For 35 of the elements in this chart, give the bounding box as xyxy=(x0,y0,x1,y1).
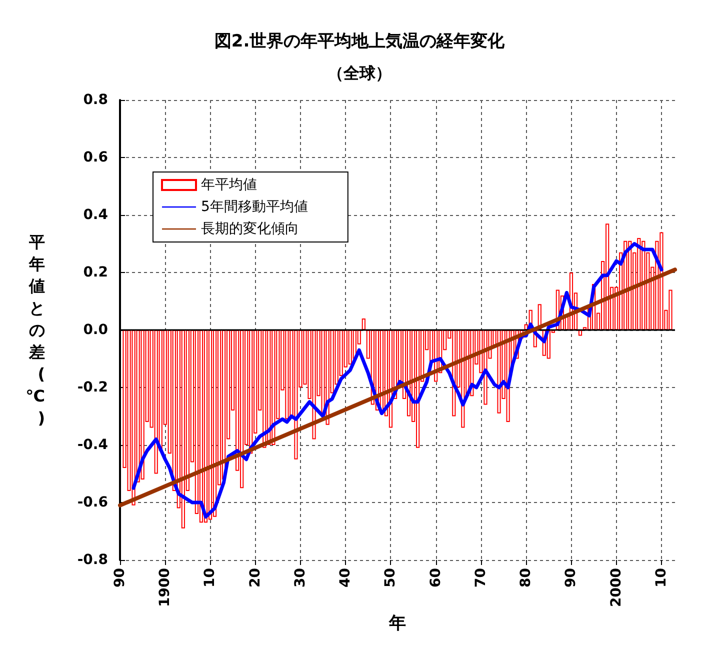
legend-label: 年平均値 xyxy=(201,177,257,193)
x-tick-label: 1900 xyxy=(157,568,174,607)
x-tick-label: 40 xyxy=(338,568,354,588)
bar xyxy=(362,318,366,330)
x-tick-label: 20 xyxy=(247,568,264,588)
bar xyxy=(208,330,212,520)
legend-label: 5年間移動平均値 xyxy=(201,199,308,215)
y-tick-label: -0.8 xyxy=(77,552,108,568)
y-tick-label: 0.8 xyxy=(83,92,108,108)
y-tick-label: -0.6 xyxy=(77,494,108,510)
x-tick-label: 10 xyxy=(202,568,218,588)
y-tick-label: -0.4 xyxy=(77,437,108,453)
x-tick-label: 50 xyxy=(382,568,399,588)
y-tick-label: 0.0 xyxy=(83,322,108,338)
bar xyxy=(199,330,204,523)
x-axis-title: 年 xyxy=(388,613,406,634)
line-series xyxy=(132,242,664,519)
chart-subtitle: （全球） xyxy=(328,64,392,82)
chart-title: 図2.世界の年平均地上気温の経年変化 xyxy=(214,32,506,52)
x-tick-label: 80 xyxy=(518,568,534,588)
x-tick-label: 60 xyxy=(428,568,444,588)
x-tick-label: 30 xyxy=(292,568,308,588)
text: 平年値との差(℃) xyxy=(26,232,45,428)
bar xyxy=(212,330,217,517)
bar xyxy=(204,330,208,523)
x-tick-label: 2000 xyxy=(608,568,624,607)
x-tick-label: 10 xyxy=(653,568,670,588)
y-tick-label: 0.4 xyxy=(83,207,108,223)
x-tick-label: 70 xyxy=(472,568,489,588)
x-tick-label: 90 xyxy=(112,568,128,588)
y-tick-label: 0.2 xyxy=(83,264,108,280)
y-tick-label: 0.6 xyxy=(83,150,108,166)
y-tick-label: -0.2 xyxy=(77,380,108,396)
x-tick-label: 90 xyxy=(563,568,580,588)
legend-label: 長期的変化傾向 xyxy=(201,221,299,237)
